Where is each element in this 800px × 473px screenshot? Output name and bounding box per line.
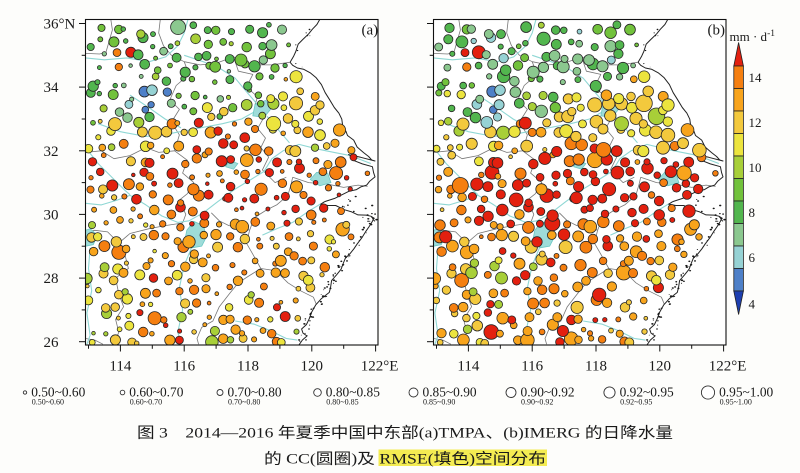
svg-text:120: 120 [301, 359, 324, 375]
svg-text:114: 114 [457, 359, 479, 375]
svg-text:0.95~1.00: 0.95~1.00 [719, 384, 773, 399]
svg-text:120: 120 [649, 359, 672, 375]
svg-text:0.95~1.00: 0.95~1.00 [720, 398, 752, 407]
svg-text:0.80~0.85: 0.80~0.85 [326, 384, 380, 399]
svg-text:0.85~0.90: 0.85~0.90 [423, 398, 455, 407]
svg-text:12: 12 [749, 115, 762, 130]
svg-text:14: 14 [749, 70, 763, 85]
svg-text:0.70~0.80: 0.70~0.80 [228, 398, 260, 407]
svg-text:28: 28 [44, 271, 59, 287]
svg-text:122°E: 122°E [709, 359, 747, 375]
svg-text:4: 4 [749, 296, 756, 311]
svg-text:0.60~0.70: 0.60~0.70 [129, 384, 183, 399]
svg-text:mm · d-1: mm · d-1 [730, 29, 776, 44]
svg-text:32: 32 [44, 144, 59, 160]
svg-text:118: 118 [237, 359, 259, 375]
svg-text:0.85~0.90: 0.85~0.90 [423, 384, 477, 399]
svg-text:(a): (a) [362, 23, 379, 39]
svg-text:30: 30 [44, 208, 59, 224]
svg-text:0.60~0.70: 0.60~0.70 [130, 398, 162, 407]
svg-text:0.90~0.92: 0.90~0.92 [521, 398, 553, 407]
svg-text:0.92~0.95: 0.92~0.95 [620, 384, 674, 399]
svg-text:(b): (b) [708, 23, 726, 39]
svg-text:图 3 2014—2016 年夏季中国中东部(a)TMPA、: 图 3 2014—2016 年夏季中国中东部(a)TMPA、(b)IMERG 的… [137, 425, 673, 442]
svg-text:118: 118 [585, 359, 607, 375]
svg-text:10: 10 [749, 160, 762, 175]
svg-text:26: 26 [44, 335, 60, 351]
svg-text:的 CC(圆圈)及 RMSE(填色)空间分布: 的 CC(圆圈)及 RMSE(填色)空间分布 [264, 451, 546, 468]
svg-text:114: 114 [109, 359, 131, 375]
svg-text:0.92~0.95: 0.92~0.95 [620, 398, 652, 407]
svg-text:116: 116 [173, 359, 195, 375]
svg-text:8: 8 [749, 205, 756, 220]
svg-text:122°E: 122°E [361, 359, 399, 375]
svg-text:0.90~0.92: 0.90~0.92 [521, 384, 575, 399]
svg-text:0.70~0.80: 0.70~0.80 [228, 384, 282, 399]
svg-text:0.50~0.60: 0.50~0.60 [31, 384, 85, 399]
svg-text:36°N: 36°N [44, 17, 76, 33]
svg-text:0.80~0.85: 0.80~0.85 [326, 398, 358, 407]
svg-text:0.50~0.60: 0.50~0.60 [32, 398, 64, 407]
svg-text:116: 116 [521, 359, 543, 375]
svg-text:34: 34 [44, 80, 60, 96]
svg-text:6: 6 [749, 250, 756, 265]
